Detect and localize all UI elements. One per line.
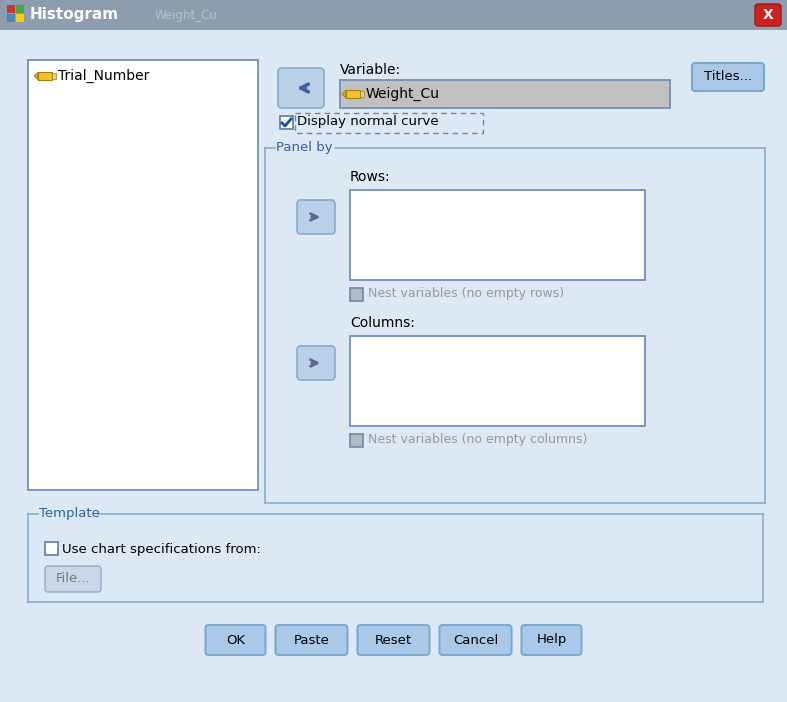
Text: Columns:: Columns: <box>350 316 415 330</box>
FancyBboxPatch shape <box>278 68 324 108</box>
FancyBboxPatch shape <box>275 625 348 655</box>
FancyBboxPatch shape <box>205 625 265 655</box>
Text: Weight_Cu: Weight_Cu <box>366 87 440 101</box>
FancyBboxPatch shape <box>522 625 582 655</box>
Text: Template: Template <box>39 508 100 520</box>
Text: Use chart specifications from:: Use chart specifications from: <box>62 543 260 555</box>
FancyBboxPatch shape <box>755 4 781 26</box>
Bar <box>350 288 363 301</box>
Bar <box>0 0 787 30</box>
Text: Titles...: Titles... <box>704 70 752 84</box>
Text: Nest variables (no empty columns): Nest variables (no empty columns) <box>368 434 587 446</box>
Text: Trial_Number: Trial_Number <box>58 69 150 83</box>
Text: Histogram: Histogram <box>30 8 119 22</box>
Text: Reset: Reset <box>375 633 412 647</box>
Bar <box>346 90 360 98</box>
Text: Panel by: Panel by <box>276 142 333 154</box>
Bar <box>52 73 56 79</box>
Text: OK: OK <box>226 633 245 647</box>
Text: Help: Help <box>536 633 567 647</box>
FancyBboxPatch shape <box>297 200 335 234</box>
FancyBboxPatch shape <box>357 625 430 655</box>
Text: File...: File... <box>56 573 91 585</box>
Bar <box>295 113 483 133</box>
Bar <box>350 336 645 426</box>
Text: Rows:: Rows: <box>350 170 390 184</box>
FancyBboxPatch shape <box>297 346 335 380</box>
Bar <box>16 14 24 22</box>
Bar <box>350 190 645 280</box>
Text: Weight_Cu: Weight_Cu <box>155 8 218 22</box>
Bar <box>360 91 364 97</box>
FancyBboxPatch shape <box>439 625 512 655</box>
Bar <box>340 80 670 108</box>
Text: Variable:: Variable: <box>340 63 401 77</box>
FancyBboxPatch shape <box>45 566 101 592</box>
Bar <box>38 72 52 80</box>
Bar <box>7 14 15 22</box>
Polygon shape <box>342 90 346 98</box>
Text: Paste: Paste <box>294 633 330 647</box>
Text: Display normal curve: Display normal curve <box>297 116 438 128</box>
Bar <box>7 5 15 13</box>
Bar <box>16 5 24 13</box>
Text: X: X <box>763 8 774 22</box>
Text: Nest variables (no empty rows): Nest variables (no empty rows) <box>368 288 564 300</box>
Text: Cancel: Cancel <box>453 633 498 647</box>
Bar <box>280 116 293 129</box>
Bar <box>350 434 363 447</box>
FancyBboxPatch shape <box>692 63 764 91</box>
Polygon shape <box>34 72 38 80</box>
Bar <box>45 542 58 555</box>
Bar <box>28 60 258 490</box>
